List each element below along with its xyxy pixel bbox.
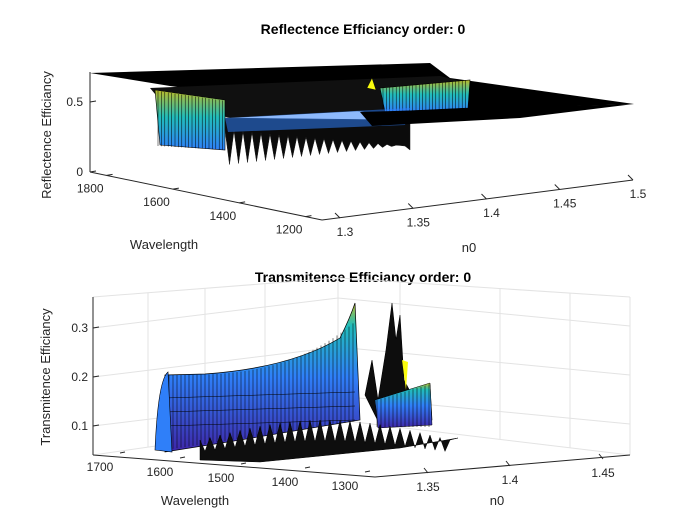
transmittance-z-gridline: [92, 297, 631, 329]
reflectance-n0-tick-label: 1.45: [553, 197, 577, 211]
reflectance-title: Reflectence Efficiancy order: 0: [261, 21, 466, 37]
reflectance-wavelength-label: Wavelength: [130, 237, 198, 252]
reflectance-n0-tick-mark: [407, 203, 414, 209]
transmittance-z-tick-label: 0.2: [71, 370, 88, 384]
transmittance-surface-peak: [402, 360, 408, 390]
reflectance-wavelength-tick-mark: [239, 201, 246, 204]
reflectance-wavelength-tick-label: 1800: [77, 181, 104, 195]
reflectance-n0-label: n0: [462, 240, 476, 255]
reflectance-n0-tick-mark: [627, 174, 634, 181]
transmittance-z-label: Transmitence Efficiancy: [38, 308, 53, 446]
reflectance-wavelength-tick-label: 1400: [209, 209, 236, 223]
transmittance-surface-floor: [199, 419, 459, 463]
reflectance-surface-peak: [366, 77, 377, 91]
reflectance-n0-tick-label: 1.35: [407, 216, 431, 230]
transmittance-ticks: 0.1 0.2 0.3 1300 1400 1500 1600 1700 1.35 1.4 1.45: [71, 321, 615, 494]
transmittance-n0-tick-mark: [423, 467, 429, 474]
transmittance-wavelength-tick-label: 1500: [208, 471, 235, 485]
transmittance-n0-label: n0: [490, 493, 504, 508]
transmittance-wavelength-tick-mark: [304, 466, 311, 469]
transmittance-n0-tick-label: 1.4: [502, 473, 519, 487]
transmittance-wavelength-axis: [92, 454, 376, 478]
transmittance-mesh-line: [164, 391, 356, 399]
transmittance-z-tick-mark: [92, 326, 100, 329]
reflectance-z-label: Reflectence Efficiancy: [39, 71, 54, 199]
transmittance-z-tick-mark: [92, 424, 100, 427]
reflectance-n0-tick-label: 1.5: [630, 187, 647, 201]
transmittance-surface: [154, 302, 459, 463]
transmittance-wavelength-tick-label: 1400: [272, 475, 299, 489]
reflectance-surface-wall: [379, 79, 471, 113]
reflectance-n0-tick-label: 1.4: [483, 206, 500, 220]
transmittance-wavelength-tick-label: 1300: [332, 479, 359, 493]
reflectance-z-tick-label: 0.5: [66, 95, 83, 109]
reflectance-surface: [90, 63, 634, 165]
transmittance-surface-edge: [154, 371, 173, 453]
transmittance-surface-wall: [164, 302, 361, 453]
transmittance-n0-axis: [374, 454, 631, 478]
transmittance-mesh-line: [164, 419, 356, 427]
reflectance-wavelength-tick-mark: [172, 187, 179, 190]
reflectance-n0-tick-label: 1.3: [337, 225, 354, 239]
reflectance-surface-wall: [154, 89, 226, 151]
reflectance-wavelength-axis: [89, 171, 323, 221]
transmittance-title: Transmitence Efficiancy order: 0: [255, 269, 472, 285]
reflectance-wavelength-tick-mark: [106, 173, 113, 176]
reflectance-wavelength-tick-label: 1200: [276, 223, 303, 237]
transmittance-n0-tick-mark: [598, 453, 604, 460]
transmittance-wavelength-tick-mark: [179, 456, 186, 459]
transmittance-wavelength-tick-label: 1700: [87, 460, 114, 474]
reflectance-subplot: Reflectence Efficiancy order: 0 0 0.5 1200…: [39, 21, 647, 255]
reflectance-n0-tick-mark: [481, 193, 487, 200]
reflectance-z-tick-mark: [89, 170, 97, 173]
reflectance-n0-axis: [321, 179, 634, 221]
transmittance-wavelength-tick-mark: [240, 462, 247, 465]
reflectance-surface-right-sheet: [360, 104, 634, 126]
transmittance-subplot: Transmitence Efficiancy order: 0 0.10.20…: [38, 269, 631, 508]
transmittance-n0-tick-mark: [505, 460, 511, 467]
transmittance-n0-tick-label: 1.35: [416, 480, 440, 494]
reflectance-ticks: 0 0.5 1200 1400 1600 1800 1.3 1.35 1.4 1.45 1.5: [66, 95, 646, 239]
reflectance-n0-tick-mark: [334, 212, 341, 219]
transmittance-wavelength-tick-mark: [364, 470, 371, 473]
transmittance-wavelength-tick-mark: [119, 451, 126, 454]
transmittance-n0-tick-label: 1.45: [591, 466, 615, 480]
transmittance-wavelength-tick-label: 1600: [147, 465, 174, 479]
reflectance-n0-tick-mark: [554, 184, 561, 190]
transmittance-wavelength-label: Wavelength: [161, 493, 229, 508]
reflectance-wavelength-tick-mark: [305, 215, 312, 218]
transmittance-z-tick-label: 0.1: [71, 419, 88, 433]
transmittance-z-tick-mark: [92, 375, 100, 378]
transmittance-z-tick-label: 0.3: [71, 321, 88, 335]
transmittance-mesh-line: [164, 405, 356, 413]
reflectance-z-tick-mark: [89, 100, 97, 103]
reflectance-wavelength-tick-label: 1600: [143, 195, 170, 209]
reflectance-z-tick-label: 0: [76, 165, 83, 179]
